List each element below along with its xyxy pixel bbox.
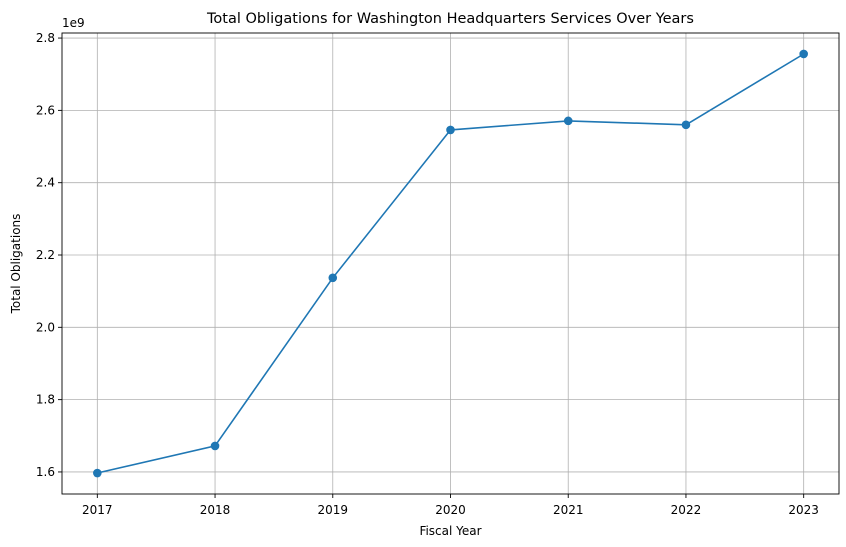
y-tick-label: 2.0 <box>36 320 55 334</box>
x-tick-label: 2018 <box>200 503 231 517</box>
x-tick-label: 2020 <box>435 503 466 517</box>
series-layer <box>93 49 808 478</box>
chart-title: Total Obligations for Washington Headqua… <box>206 11 694 27</box>
y-tick-label: 2.8 <box>36 31 55 45</box>
x-tick-label: 2021 <box>553 503 584 517</box>
data-point <box>210 441 220 451</box>
y-tick-label: 2.4 <box>36 176 55 190</box>
x-tick-label: 2022 <box>671 503 702 517</box>
data-point <box>93 468 102 478</box>
x-tick-label: 2023 <box>788 503 819 517</box>
y-axis-label: Total Obligations <box>9 214 23 315</box>
x-axis-label: Fiscal Year <box>419 524 481 538</box>
y-tick-label: 1.8 <box>36 393 55 407</box>
y-tick-label: 2.2 <box>36 248 55 262</box>
data-point <box>799 49 808 59</box>
y-tick-label: 1.6 <box>36 465 55 479</box>
x-tick-label: 2019 <box>317 503 348 517</box>
y-tick-label: 2.6 <box>36 103 55 117</box>
data-point <box>681 120 691 130</box>
y-offset-label: 1e9 <box>62 16 85 30</box>
data-point <box>563 116 573 126</box>
data-point <box>328 273 338 283</box>
ticks-layer: 2017 2018 2019 2020 2021 2022 2023 1.6 1.8 2.0 2.2… <box>36 31 819 517</box>
x-tick-label: 2017 <box>82 503 113 517</box>
data-point <box>446 125 455 135</box>
